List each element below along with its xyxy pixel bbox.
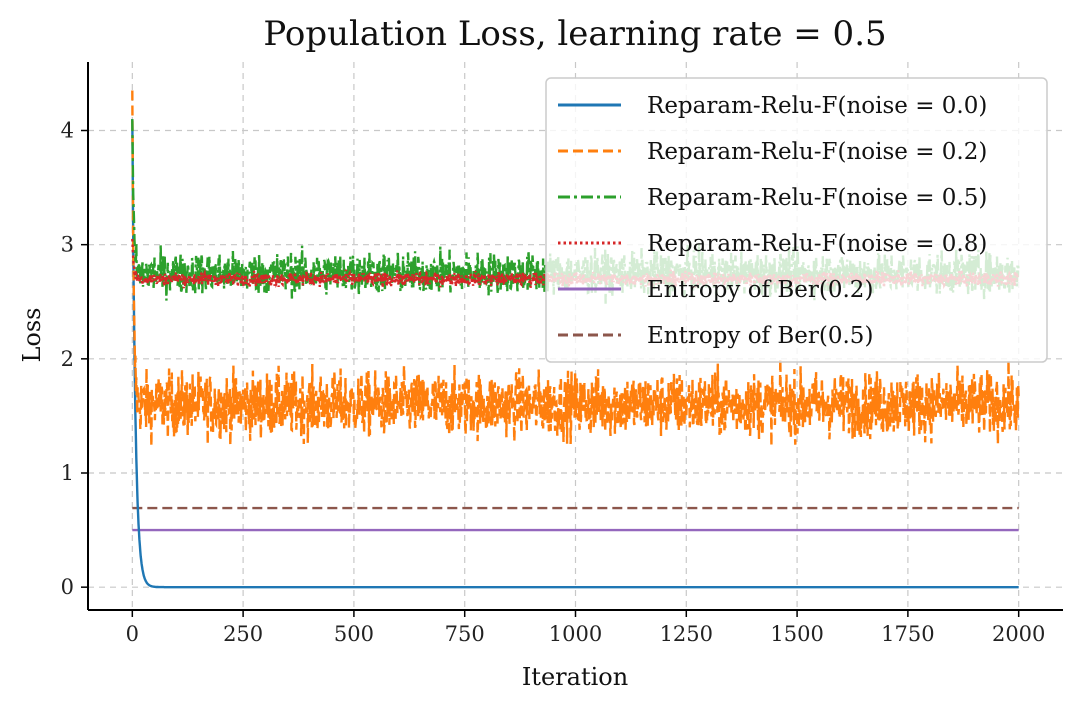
chart-title: Population Loss, learning rate = 0.5 — [263, 14, 886, 54]
legend-box — [545, 77, 1048, 363]
y-tick-label: 2 — [61, 347, 74, 371]
legend-label: Entropy of Ber(0.2) — [647, 277, 873, 303]
y-tick-label: 0 — [61, 575, 74, 599]
legend-label: Reparam-Relu-F(noise = 0.5) — [647, 185, 987, 211]
x-tick-label: 1000 — [549, 622, 602, 646]
x-tick-label: 250 — [223, 622, 263, 646]
y-tick-label: 3 — [61, 233, 74, 257]
x-tick-label: 0 — [126, 622, 139, 646]
ticks: 0 250 500 750 1000 1250 1500 1750 2000 0 1 2 3 4 — [61, 119, 1046, 647]
series-line-0 — [131, 119, 1019, 589]
y-tick-label: 1 — [61, 461, 74, 485]
x-tick-label: 1500 — [770, 622, 823, 646]
series-line-1 — [131, 90, 1020, 447]
legend-label: Reparam-Relu-F(noise = 0.8) — [647, 231, 987, 257]
y-axis-label: Loss — [18, 307, 46, 362]
legend-label: Entropy of Ber(0.5) — [647, 323, 873, 349]
legend: Reparam-Relu-F(noise = 0.0) Reparam-Relu-… — [545, 77, 1048, 363]
legend-label: Reparam-Relu-F(noise = 0.0) — [647, 93, 987, 119]
x-tick-label: 750 — [445, 622, 485, 646]
x-tick-label: 1250 — [660, 622, 713, 646]
x-tick-label: 1750 — [881, 622, 934, 646]
x-tick-label: 500 — [334, 622, 374, 646]
legend-label: Reparam-Relu-F(noise = 0.2) — [647, 139, 987, 165]
x-axis-label: Iteration — [522, 663, 628, 691]
y-tick-label: 4 — [61, 119, 74, 143]
x-tick-label: 2000 — [992, 622, 1045, 646]
